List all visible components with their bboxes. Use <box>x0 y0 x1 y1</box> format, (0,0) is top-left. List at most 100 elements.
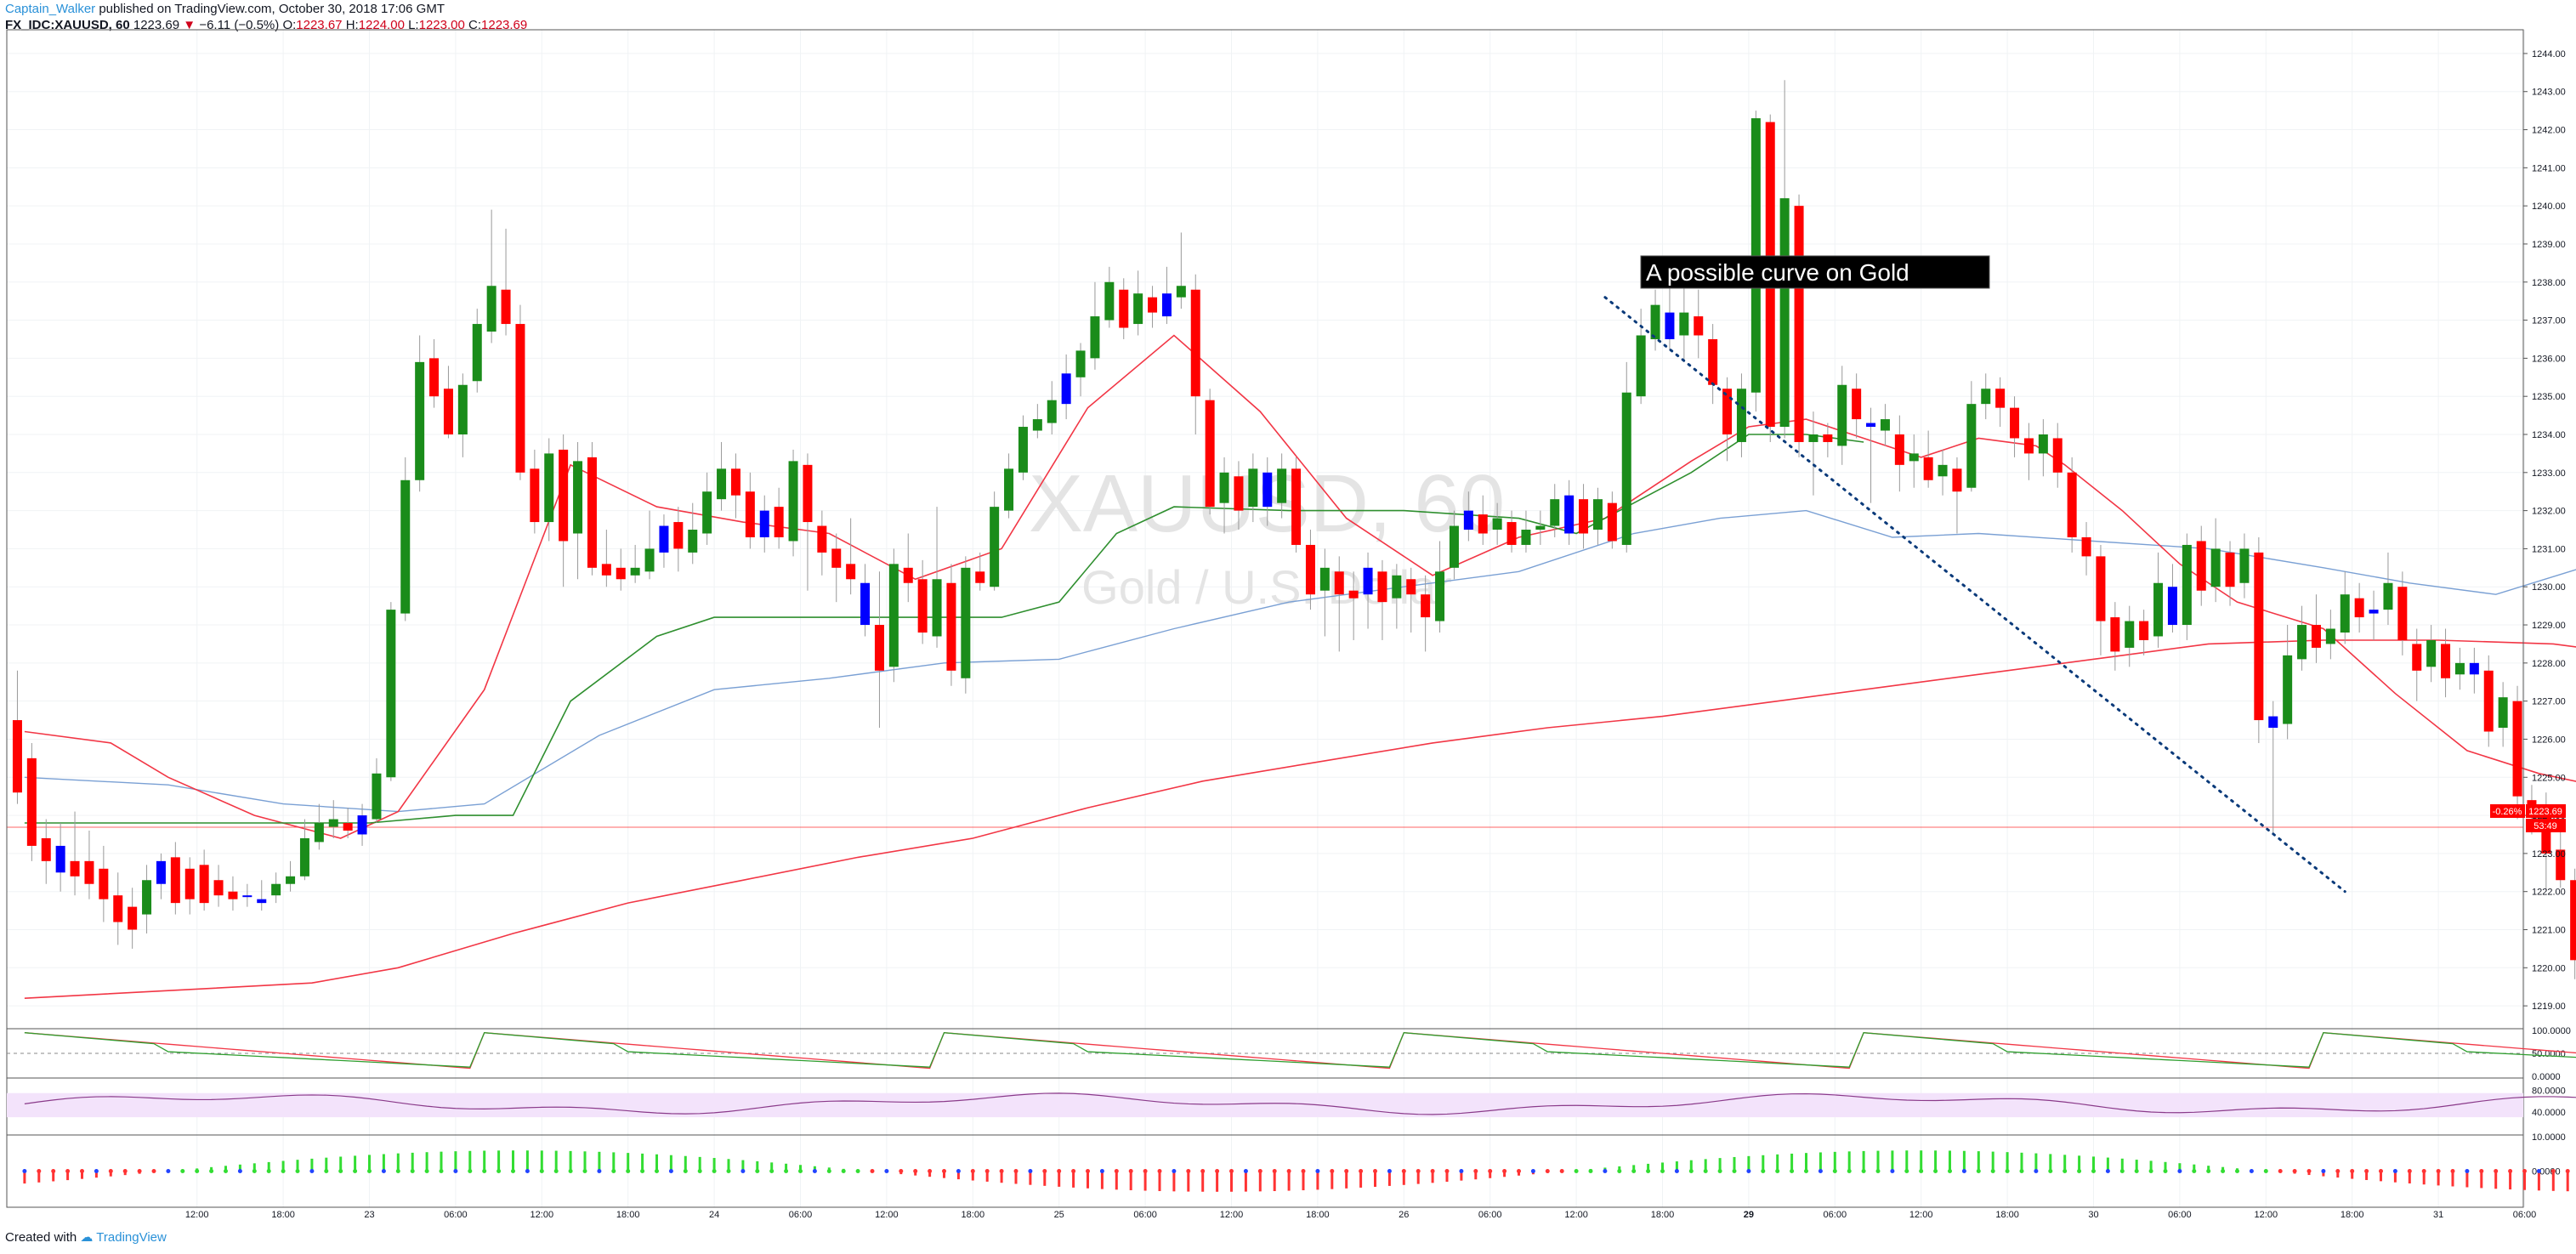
badge-countdown-bg <box>2526 819 2566 832</box>
candle-body <box>1305 544 1315 595</box>
candle-body <box>1665 312 1675 339</box>
candle-body <box>486 286 496 332</box>
candle-body <box>228 891 238 899</box>
osc3-dot <box>367 1169 372 1173</box>
candle-body <box>501 289 511 325</box>
osc3-dot <box>22 1169 27 1173</box>
candle-body <box>573 461 583 534</box>
osc3-dot <box>1114 1169 1119 1173</box>
osc3-dot <box>1919 1169 1924 1173</box>
price-tick-label: 1232.00 <box>2532 507 2566 517</box>
osc3-dot <box>1243 1169 1248 1173</box>
osc3-dot <box>755 1169 760 1173</box>
annotation-box[interactable]: A possible curve on Gold <box>1640 255 1990 289</box>
ma-green-line <box>24 434 1864 824</box>
osc3-dot <box>1286 1169 1291 1173</box>
price-axis[interactable]: 1244.00 1243.00 1242.00 1241.00 1240.00 1239.… <box>2523 49 2566 1012</box>
osc3-tick-label: 0.0000 <box>2532 1167 2561 1177</box>
time-tick-label: 06:00 <box>1478 1210 1502 1220</box>
osc3-dot <box>568 1169 573 1173</box>
osc3-dot <box>2494 1169 2499 1173</box>
low-label: L: <box>408 18 419 32</box>
candle-body <box>1061 373 1071 405</box>
symbol-label[interactable]: FX_IDC:XAUUSD, 60 <box>5 18 130 32</box>
price-tick-label: 1219.00 <box>2532 1001 2566 1012</box>
candle-body <box>2125 621 2135 648</box>
candle-body <box>688 530 698 553</box>
osc3-dot <box>1660 1169 1665 1173</box>
osc3-dot <box>166 1169 171 1173</box>
pane-border <box>6 29 2524 1208</box>
trendline-drawing[interactable] <box>1603 296 2346 894</box>
candle-body <box>2354 598 2364 618</box>
osc3-dot <box>1200 1169 1206 1173</box>
osc3-dot <box>2091 1169 2096 1173</box>
candle-body <box>1579 499 1589 534</box>
osc3-dot <box>151 1169 156 1173</box>
ma-fast-line <box>24 334 2576 839</box>
osc3-dot <box>942 1169 946 1173</box>
time-tick-label: 12:00 <box>1564 1210 1588 1220</box>
osc3-dot <box>1444 1169 1450 1173</box>
candle-body <box>156 860 166 884</box>
candle-body <box>2023 438 2034 454</box>
last-price-badge: -0.26% 1223.69 53:49 <box>2490 804 2566 832</box>
publish-info: Captain_Walker published on TradingView.… <box>5 2 445 17</box>
osc3-dot <box>1545 1169 1550 1173</box>
candle-body <box>990 507 1000 587</box>
tradingview-link[interactable]: TradingView <box>96 1230 167 1245</box>
osc2-band <box>7 1092 2523 1118</box>
osc3-dot <box>1344 1169 1349 1173</box>
candle-body <box>1104 281 1115 321</box>
created-with-label: Created with <box>5 1230 77 1245</box>
candle-body <box>1075 350 1086 377</box>
candle-body <box>415 361 425 480</box>
time-tick-label: 18:00 <box>1306 1210 1330 1220</box>
candle-body <box>1506 522 1517 545</box>
candle-body <box>1234 476 1244 511</box>
osc3-dot <box>812 1169 817 1173</box>
candle-body <box>1952 468 1962 492</box>
osc3-dot <box>295 1169 300 1173</box>
osc3-dot <box>324 1169 329 1173</box>
osc3-dot <box>252 1169 257 1173</box>
candle-body <box>2383 582 2393 610</box>
candle-body <box>1161 293 1172 317</box>
osc3-dot <box>1717 1169 1722 1173</box>
candle-body <box>2311 625 2321 648</box>
osc3-dot <box>281 1169 286 1173</box>
osc3-dot <box>1790 1169 1795 1173</box>
candle-body <box>2010 407 2020 439</box>
author-link[interactable]: Captain_Walker <box>5 2 96 16</box>
candle-body <box>860 582 871 626</box>
candle-body <box>1837 384 1847 446</box>
last-price: 1223.69 <box>133 18 180 32</box>
osc3-dot <box>1688 1169 1694 1173</box>
osc3-dot <box>841 1169 846 1173</box>
candle-body <box>1262 472 1273 508</box>
osc3-dot <box>1832 1169 1837 1173</box>
price-tick-label: 1241.00 <box>2532 163 2566 173</box>
osc3-dot <box>224 1169 228 1173</box>
osc3-dot <box>2005 1169 2010 1173</box>
tradingview-logo-icon: ☁ <box>80 1230 94 1245</box>
candle-body <box>1319 567 1330 591</box>
osc3-dot <box>2292 1169 2297 1173</box>
osc3-dot <box>2436 1169 2441 1173</box>
time-tick-label: 06:00 <box>1133 1210 1157 1220</box>
osc3-dot <box>137 1169 142 1173</box>
candle-body <box>314 823 324 843</box>
candle-body <box>1363 567 1373 595</box>
candle-body <box>2052 438 2063 473</box>
time-axis[interactable]: 12:00 18:00 23 06:00 12:00 18:00 24 06:00 12:00 1… <box>185 1210 2576 1220</box>
osc3-dot <box>1861 1169 1866 1173</box>
osc3-dot <box>984 1169 990 1173</box>
osc3-dot <box>1071 1169 1076 1173</box>
candle-body <box>1277 468 1287 503</box>
osc3-dot <box>2148 1169 2153 1173</box>
price-tick-label: 1228.00 <box>2532 659 2566 669</box>
candle-body <box>961 567 971 678</box>
open-label: O: <box>282 18 297 32</box>
osc3-dot <box>2163 1169 2168 1173</box>
